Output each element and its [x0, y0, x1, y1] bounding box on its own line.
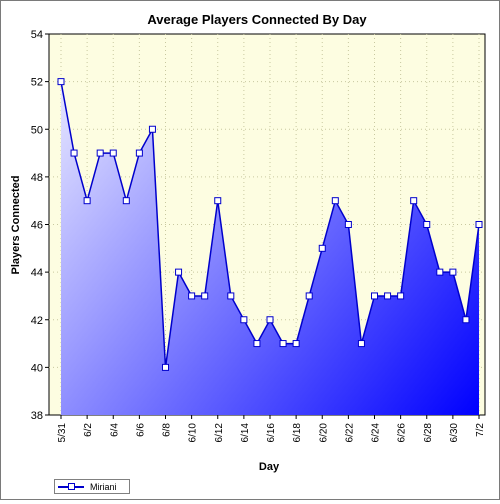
data-point [227, 292, 235, 300]
data-point [279, 340, 287, 348]
data-point [318, 244, 326, 252]
data-point [384, 292, 392, 300]
x-tick-label: 6/2 [83, 423, 94, 437]
x-tick-label: 6/4 [109, 423, 120, 437]
y-tick-label: 50 [31, 124, 43, 136]
data-point [371, 292, 378, 300]
data-point [96, 149, 104, 157]
x-tick-label: 6/30 [449, 423, 460, 443]
data-point [410, 197, 418, 205]
data-point [240, 316, 248, 324]
data-point [462, 316, 470, 324]
data-point [436, 268, 444, 276]
data-point [175, 268, 183, 276]
y-tick-label: 40 [31, 362, 43, 374]
legend-swatch [58, 480, 88, 493]
data-point [475, 221, 483, 228]
x-tick-label: 6/18 [292, 423, 303, 443]
x-tick-label: 6/24 [371, 423, 382, 443]
data-point [135, 149, 143, 157]
data-point [70, 149, 78, 157]
data-point [449, 268, 457, 276]
chart-title: Average Players Connected By Day [147, 12, 367, 27]
x-axis-label: Day [259, 461, 280, 473]
data-point [344, 221, 352, 228]
data-point [357, 340, 365, 348]
y-tick-label: 42 [31, 315, 43, 327]
legend-label: Miriani [90, 481, 117, 492]
data-point [214, 197, 222, 205]
data-point [122, 197, 130, 205]
x-tick-label: 7/2 [475, 423, 486, 437]
data-point [305, 292, 313, 300]
legend: Miriani [54, 479, 130, 494]
data-point [188, 292, 196, 300]
y-tick-label: 52 [31, 77, 43, 89]
x-tick-label: 5/31 [57, 423, 68, 443]
y-tick-label: 46 [31, 220, 43, 232]
legend-marker [68, 483, 75, 490]
y-tick-label: 38 [31, 410, 43, 422]
y-axis-label: Players Connected [10, 175, 22, 274]
y-tick-label: 54 [31, 29, 43, 41]
series-area [57, 78, 483, 415]
data-point [397, 292, 405, 300]
y-tick-label: 48 [31, 172, 43, 184]
x-tick-label: 6/26 [397, 423, 408, 443]
x-tick-label: 6/22 [344, 423, 355, 443]
y-tick-label: 44 [31, 267, 43, 279]
data-point [253, 340, 261, 348]
series-fill [61, 81, 479, 415]
data-point [292, 340, 300, 348]
data-point [109, 149, 117, 157]
data-point [423, 221, 431, 228]
x-tick-label: 6/28 [423, 423, 434, 443]
x-tick-label: 6/12 [214, 423, 225, 443]
x-tick-label: 6/6 [135, 423, 146, 437]
data-point [266, 316, 274, 324]
data-point [83, 197, 91, 205]
axes: 38 40 42 44 46 48 50 52 54 5/31 6/2 6/4 6/6 6/8 6/10 6/… [31, 29, 486, 442]
x-tick-label: 6/20 [318, 423, 329, 443]
x-tick-label: 6/8 [162, 423, 173, 437]
x-tick-label: 6/16 [266, 423, 277, 443]
x-tick-label: 6/10 [188, 423, 199, 443]
data-point [162, 363, 169, 371]
data-point [57, 78, 65, 86]
data-point [331, 197, 339, 205]
x-tick-label: 6/14 [240, 423, 251, 443]
data-point [201, 292, 209, 300]
data-point [148, 125, 156, 133]
